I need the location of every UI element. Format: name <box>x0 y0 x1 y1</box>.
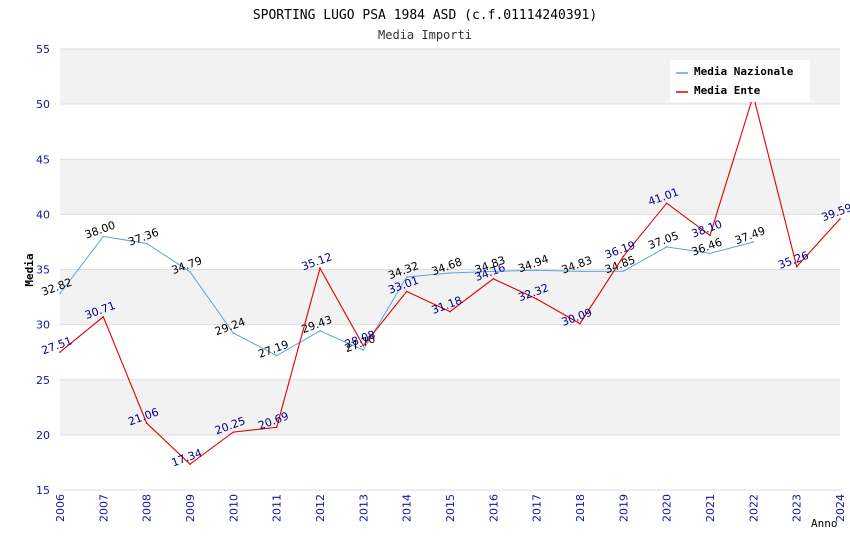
data-point <box>492 270 495 273</box>
data-point <box>752 241 755 243</box>
x-tick-label: 2013 <box>357 494 370 522</box>
y-tick-label: 55 <box>36 43 50 56</box>
x-tick-label: 2024 <box>834 494 847 522</box>
grid-band <box>60 104 840 160</box>
data-point <box>319 330 321 332</box>
chart-subtitle: Media Importi <box>378 28 472 42</box>
grid-lines <box>60 48 840 491</box>
x-axis-ticks: 2006 2007 2008 2009 2010 2011 2012 2013 2014 2015… <box>54 494 847 522</box>
data-point <box>145 242 148 245</box>
data-point <box>622 255 625 258</box>
data-point <box>189 271 191 273</box>
y-tick-label: 25 <box>36 374 50 387</box>
legend-label-ente: Media Ente <box>694 84 761 97</box>
x-tick-label: 2019 <box>617 494 630 522</box>
y-tick-label: 15 <box>36 484 50 497</box>
y-tick-label: 30 <box>36 319 50 332</box>
x-tick-label: 2012 <box>314 494 327 522</box>
grid-bands <box>60 49 840 490</box>
x-tick-label: 2011 <box>271 494 284 522</box>
x-tick-label: 2008 <box>141 494 154 522</box>
data-point <box>449 272 451 274</box>
data-point <box>579 322 581 325</box>
x-tick-label: 2015 <box>444 494 457 522</box>
data-point <box>405 290 408 293</box>
data-point <box>405 276 408 278</box>
x-tick-label: 2014 <box>401 494 414 522</box>
x-tick-label: 2006 <box>54 494 67 522</box>
grid-band <box>60 159 840 215</box>
y-tick-label: 40 <box>36 208 50 221</box>
data-point <box>362 344 365 347</box>
legend: Media Nazionale Media Ente <box>670 60 810 102</box>
data-point <box>232 332 235 334</box>
y-tick-label: 35 <box>36 264 50 277</box>
data-point <box>839 218 841 220</box>
data-point <box>709 252 711 255</box>
x-axis-label: Anno <box>811 517 838 530</box>
data-point <box>102 315 105 318</box>
data-point <box>622 270 625 272</box>
data-point <box>492 277 495 280</box>
data-point <box>275 426 278 429</box>
data-point <box>795 265 798 268</box>
y-tick-label: 20 <box>36 429 50 442</box>
grid-band <box>60 214 840 270</box>
x-tick-label: 2017 <box>531 494 544 522</box>
grid-band <box>60 434 840 490</box>
legend-box <box>670 60 810 102</box>
chart-title: SPORTING LUGO PSA 1984 ASD (c.f.01114240… <box>253 8 597 23</box>
x-tick-label: 2009 <box>184 494 197 522</box>
y-axis-ticks: 15 20 25 30 35 40 45 50 55 <box>36 43 50 497</box>
y-tick-label: 50 <box>36 98 50 111</box>
x-tick-label: 2020 <box>661 494 674 522</box>
data-point <box>319 267 321 269</box>
x-tick-label: 2018 <box>574 494 587 522</box>
grid-band <box>60 379 840 435</box>
data-point <box>535 269 538 271</box>
data-point <box>102 235 105 238</box>
x-tick-label: 2021 <box>704 494 717 522</box>
data-point <box>145 422 148 424</box>
data-point <box>579 270 581 273</box>
data-point <box>709 234 711 237</box>
grid-band <box>60 324 840 380</box>
legend-label-nazionale: Media Nazionale <box>694 65 794 78</box>
x-tick-label: 2023 <box>791 494 804 522</box>
x-tick-label: 2022 <box>747 494 760 522</box>
x-tick-label: 2016 <box>487 494 500 522</box>
data-point <box>189 463 191 466</box>
grid-band <box>60 269 840 325</box>
y-axis-label: Media <box>23 253 36 286</box>
data-point <box>232 431 235 433</box>
data-point <box>59 351 61 353</box>
data-point <box>449 310 451 313</box>
x-tick-label: 2007 <box>97 494 110 522</box>
data-point <box>665 246 668 248</box>
x-tick-label: 2010 <box>227 494 240 522</box>
data-point <box>665 202 668 205</box>
data-point <box>59 292 61 295</box>
y-tick-label: 45 <box>36 153 50 166</box>
data-point <box>275 354 278 357</box>
data-point <box>362 349 365 351</box>
data-point <box>535 298 538 300</box>
